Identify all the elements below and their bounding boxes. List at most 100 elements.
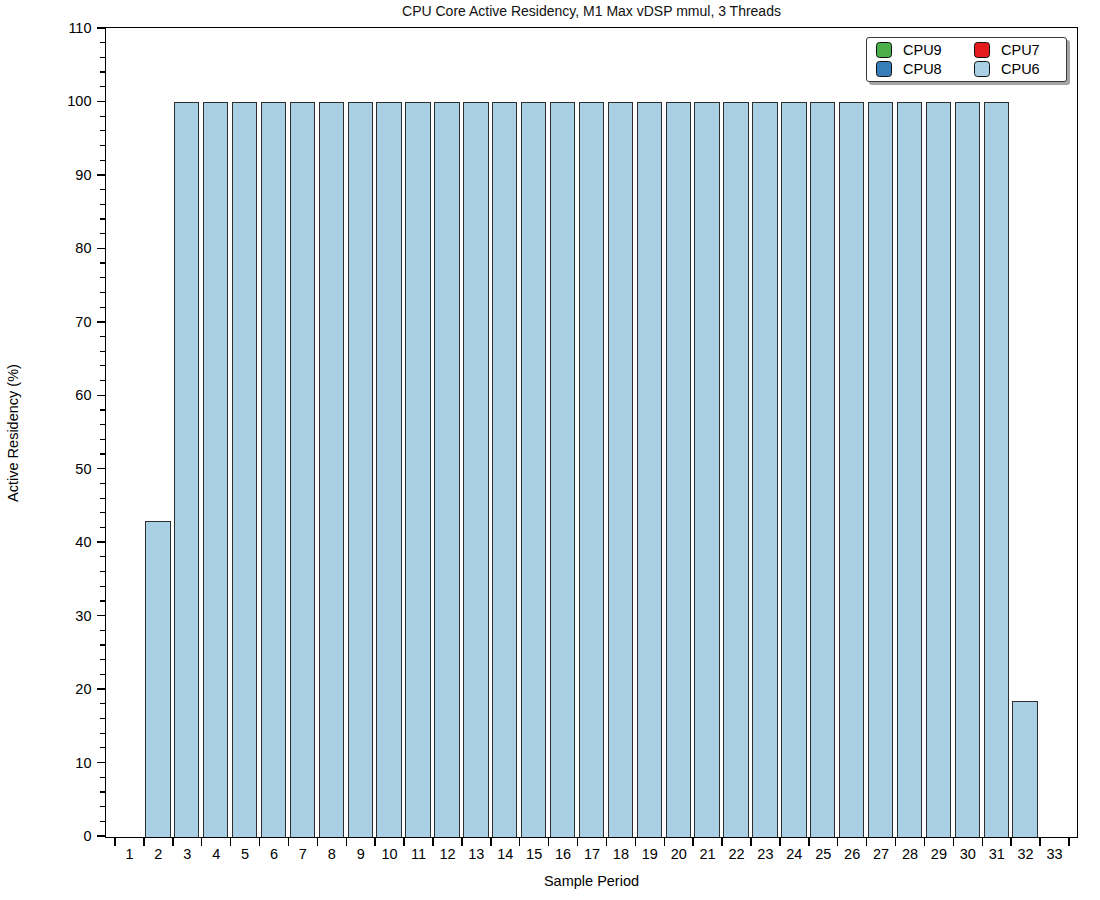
y-minor-tick [100, 733, 105, 734]
bar-sample-16 [550, 102, 575, 837]
x-tick-label: 11 [404, 845, 434, 863]
legend-swatch-cpu6 [974, 61, 990, 77]
bar-sample-30 [955, 102, 980, 837]
y-minor-tick [100, 483, 105, 484]
y-major-tick [97, 248, 105, 250]
bar-sample-17 [579, 102, 604, 837]
y-minor-tick [100, 600, 105, 601]
bar-sample-6 [261, 102, 286, 837]
x-tick-label: 33 [1040, 845, 1070, 863]
bar-sample-10 [376, 102, 401, 837]
y-major-tick [97, 688, 105, 690]
y-minor-tick [100, 86, 105, 87]
y-major-tick [97, 762, 105, 764]
bar-sample-7 [290, 102, 315, 837]
legend-item-cpu8: CPU8 [876, 61, 974, 78]
x-tick-label: 13 [461, 845, 491, 863]
bar-sample-27 [868, 102, 893, 837]
x-tick-label: 19 [635, 845, 665, 863]
x-tick-label: 8 [317, 845, 347, 863]
x-tick-label: 2 [143, 845, 173, 863]
x-tick-label: 15 [519, 845, 549, 863]
bar-sample-25 [810, 102, 835, 837]
y-tick-label: 50 [30, 460, 92, 478]
bar-sample-3 [174, 102, 199, 837]
y-minor-tick [100, 189, 105, 190]
x-tick-label: 9 [346, 845, 376, 863]
y-major-tick [97, 27, 105, 29]
bar-sample-14 [492, 102, 517, 837]
legend: CPU9 CPU8 CPU7 CPU6 [866, 37, 1067, 82]
y-minor-tick [100, 57, 105, 58]
y-minor-tick [100, 571, 105, 572]
legend-item-cpu6: CPU6 [974, 61, 1040, 78]
legend-swatch-cpu7 [974, 42, 990, 58]
y-minor-tick [100, 409, 105, 410]
x-tick-label: 14 [490, 845, 520, 863]
bar-sample-12 [434, 102, 459, 837]
bar-sample-9 [348, 102, 373, 837]
bar-sample-2 [145, 521, 170, 837]
y-minor-tick [100, 659, 105, 660]
x-tick-label: 29 [924, 845, 954, 863]
y-major-tick [97, 541, 105, 543]
x-tick-label: 30 [953, 845, 983, 863]
y-minor-tick [100, 292, 105, 293]
x-tick-label: 20 [664, 845, 694, 863]
bar-sample-13 [463, 102, 488, 837]
legend-swatch-cpu8 [876, 61, 892, 77]
bar-sample-4 [203, 102, 228, 837]
x-tick-label: 7 [288, 845, 318, 863]
y-minor-tick [100, 586, 105, 587]
bar-sample-28 [897, 102, 922, 837]
x-tick-label: 3 [172, 845, 202, 863]
bar-sample-5 [232, 102, 257, 837]
chart-title: CPU Core Active Residency, M1 Max vDSP m… [106, 3, 1077, 19]
x-tick-label: 21 [693, 845, 723, 863]
y-minor-tick [100, 145, 105, 146]
y-minor-tick [100, 336, 105, 337]
bar-sample-19 [637, 102, 662, 837]
x-tick-label: 16 [548, 845, 578, 863]
x-tick-label: 31 [982, 845, 1012, 863]
x-tick-label: 22 [722, 845, 752, 863]
x-tick-label: 25 [808, 845, 838, 863]
y-major-tick [97, 395, 105, 397]
y-minor-tick [100, 71, 105, 72]
legend-item-cpu9: CPU9 [876, 42, 974, 59]
bar-sample-31 [984, 102, 1009, 837]
bar-sample-26 [839, 102, 864, 837]
y-major-tick [97, 615, 105, 617]
bar-sample-29 [926, 102, 951, 837]
y-tick-label: 30 [30, 607, 92, 625]
bar-sample-20 [666, 102, 691, 837]
y-minor-tick [100, 160, 105, 161]
plot-area [105, 27, 1078, 838]
y-tick-label: 90 [30, 166, 92, 184]
legend-column: CPU9 CPU8 [876, 42, 974, 78]
y-minor-tick [100, 218, 105, 219]
y-minor-tick [100, 630, 105, 631]
y-minor-tick [100, 747, 105, 748]
y-minor-tick [100, 703, 105, 704]
y-minor-tick [100, 644, 105, 645]
x-tick-label: 1 [114, 845, 144, 863]
legend-label: CPU8 [903, 61, 942, 77]
y-minor-tick [100, 512, 105, 513]
x-tick-label: 32 [1011, 845, 1041, 863]
y-major-tick [97, 835, 105, 837]
legend-item-cpu7: CPU7 [974, 42, 1040, 59]
y-minor-tick [100, 556, 105, 557]
y-minor-tick [100, 806, 105, 807]
y-axis-label: Active Residency (%) [5, 223, 21, 643]
y-tick-label: 0 [30, 827, 92, 845]
bar-sample-32 [1012, 701, 1037, 837]
bar-sample-11 [405, 102, 430, 837]
legend-swatch-cpu9 [876, 42, 892, 58]
bar-sample-24 [781, 102, 806, 837]
x-axis-label: Sample Period [106, 873, 1077, 889]
y-minor-tick [100, 130, 105, 131]
y-tick-label: 80 [30, 239, 92, 257]
x-tick-label: 6 [259, 845, 289, 863]
y-minor-tick [100, 674, 105, 675]
